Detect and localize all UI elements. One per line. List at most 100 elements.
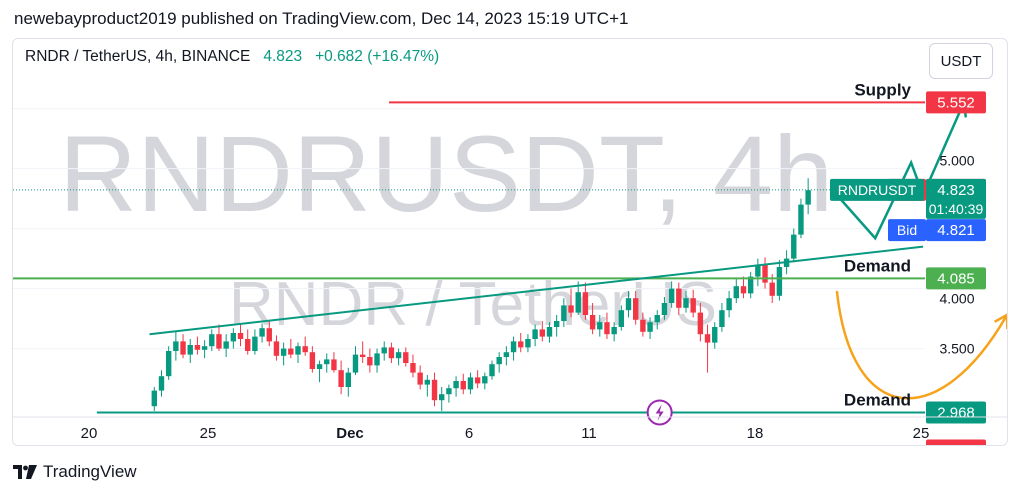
candle-body — [525, 339, 531, 348]
candle-body — [410, 363, 416, 373]
last-price-label: 4.823 — [937, 182, 975, 199]
last-price-label-bg — [926, 178, 986, 219]
candle-body — [510, 341, 517, 353]
symbol-name[interactable]: RNDR / TetherUS, 4h, BINANCE — [25, 48, 251, 65]
candle-body — [726, 298, 732, 311]
candle-body — [539, 329, 545, 337]
candle-body — [345, 372, 351, 387]
time-axis[interactable]: 20 25 Dec 6 11 18 25 — [13, 416, 1008, 442]
time-axis-tick: 18 — [747, 425, 764, 442]
time-axis-tick: 20 — [81, 425, 98, 442]
candle-body — [647, 322, 653, 332]
bar-countdown-label: 01:40:39 — [929, 201, 984, 217]
candle-body — [273, 341, 280, 356]
bid-tag-bg — [888, 219, 926, 242]
candle-body — [446, 388, 452, 395]
candle-body — [201, 346, 208, 350]
candle-body — [352, 354, 359, 373]
candle-body — [439, 394, 445, 401]
candle-body — [151, 390, 158, 407]
candle-body — [431, 379, 438, 401]
time-axis-tick: 11 — [581, 425, 597, 442]
price-axis-tick: 5.000 — [939, 153, 974, 169]
symbol-tag-bg — [830, 178, 924, 201]
candle-body — [776, 267, 783, 296]
candle-body — [417, 372, 423, 385]
trend-line — [149, 245, 924, 336]
candle-body — [230, 333, 237, 342]
tradingview-logo-icon — [13, 465, 37, 479]
candle-body — [769, 282, 775, 296]
candle-body — [661, 303, 668, 315]
candles-layer — [13, 108, 923, 411]
candle-body — [338, 370, 344, 387]
candle-body — [747, 276, 754, 294]
candle-body — [704, 334, 711, 343]
time-axis-tick: 25 — [913, 425, 930, 442]
candle-body — [295, 346, 301, 355]
candle-body — [302, 346, 308, 353]
symbol-legend[interactable]: RNDR / TetherUS, 4h, BINANCE 4.823 +0.68… — [25, 48, 439, 66]
candle-body — [309, 352, 316, 369]
brand-name: TradingView — [43, 462, 137, 481]
projection-path — [835, 102, 965, 241]
lightning-icon — [655, 404, 664, 421]
bid-price-label-bg — [926, 219, 986, 242]
candle-body — [712, 327, 718, 343]
bounce-arrowhead — [994, 313, 1007, 330]
candle-body — [690, 298, 696, 313]
supply-text-label: Supply — [854, 80, 911, 99]
candle-body — [604, 322, 610, 335]
candle-body — [582, 292, 589, 315]
time-axis-tick: Dec — [336, 425, 364, 442]
candle-body — [611, 327, 617, 335]
supply-price-label: 5.552 — [937, 94, 975, 111]
low-price-label: 2.651 — [937, 442, 975, 446]
candle-body — [654, 315, 660, 323]
time-axis-tick: 25 — [200, 425, 217, 442]
candle-body — [194, 345, 201, 350]
candle-body — [553, 321, 560, 327]
candle-body — [165, 351, 172, 377]
currency-button[interactable]: USDT — [929, 43, 993, 79]
price-axis[interactable]: 5.0004.0003.5005.552Ask4.823RNDRUSDT4.82… — [830, 91, 986, 446]
candle-body — [324, 359, 330, 365]
candle-body — [280, 348, 287, 356]
candle-body — [668, 288, 675, 303]
candle-body — [755, 264, 761, 277]
candle-body — [518, 341, 524, 348]
candle-body — [589, 315, 596, 330]
candle-body — [187, 345, 193, 355]
price-axis-tick: 3.500 — [939, 341, 974, 357]
annotations-layer: Supply Demand Demand — [13, 80, 1007, 426]
candle-body — [252, 336, 258, 351]
demand-price-label-bg — [926, 401, 986, 424]
chart-frame[interactable]: RNDR / TetherUS, 4h, BINANCE 4.823 +0.68… — [12, 38, 1008, 446]
candle-body — [762, 264, 768, 283]
tradingview-logo[interactable]: TradingView — [13, 462, 137, 482]
candle-body — [403, 352, 409, 363]
candle-body — [216, 334, 222, 349]
bid-tag: Bid — [897, 222, 917, 238]
candle-body — [359, 354, 366, 357]
candle-body — [395, 352, 402, 359]
candle-body — [266, 328, 272, 342]
candle-body — [697, 312, 704, 335]
candle-body — [223, 341, 229, 349]
low-price-label-bg — [926, 439, 986, 445]
candle-body — [158, 376, 165, 391]
candle-body — [798, 204, 804, 235]
price-change: +0.682 (+16.47%) — [315, 48, 440, 65]
watermark-symbol: RNDRUSDT, 4h — [59, 113, 833, 234]
candle-body — [173, 341, 179, 351]
candle-body — [561, 305, 567, 321]
candle-body — [719, 310, 725, 327]
candle-body — [237, 333, 244, 339]
price-chart[interactable]: RNDRUSDT, 4h RNDR / TetherUS SupplyDeman… — [13, 39, 1008, 446]
candle-body — [676, 288, 682, 308]
candle-body — [474, 377, 481, 384]
candle-body — [791, 234, 797, 259]
candle-body — [331, 359, 337, 371]
demand-text-label: Demand — [844, 390, 911, 409]
candle-body — [180, 341, 186, 355]
